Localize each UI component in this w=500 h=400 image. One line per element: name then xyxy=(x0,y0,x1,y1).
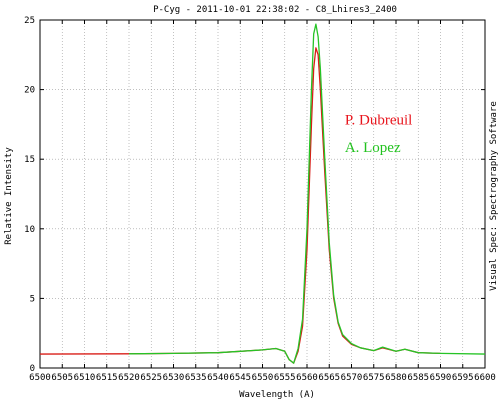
x-tick-label: 6570 xyxy=(341,373,363,383)
x-tick-label: 6520 xyxy=(118,373,140,383)
x-tick-label: 6590 xyxy=(430,373,452,383)
side-label: Visual Spec: Spectrography Software xyxy=(489,101,499,291)
x-tick-label: 6560 xyxy=(296,373,318,383)
series-layer xyxy=(39,23,486,364)
y-tick-label: 10 xyxy=(24,225,35,235)
x-tick-label: 6575 xyxy=(363,373,385,383)
y-tick-label: 20 xyxy=(24,86,35,96)
x-tick-label: 6530 xyxy=(163,373,185,383)
x-tick-label: 6525 xyxy=(140,373,162,383)
x-tick-label: 6500 xyxy=(29,373,51,383)
x-tick-label: 6510 xyxy=(74,373,96,383)
x-tick-label: 6535 xyxy=(185,373,207,383)
x-axis-label: Wavelength (A) xyxy=(239,390,315,400)
y-axis-ticks: 0 5 10 15 20 25 xyxy=(24,16,485,374)
chart-title: P-Cyg - 2011-10-01 22:38:02 - C8_Lhires3… xyxy=(153,5,397,15)
x-tick-label: 6505 xyxy=(51,373,73,383)
x-tick-label: 6600 xyxy=(474,373,496,383)
x-tick-label: 6585 xyxy=(407,373,429,383)
y-axis-label: Relative Intensity xyxy=(4,147,14,245)
x-tick-label: 6515 xyxy=(96,373,118,383)
grid xyxy=(40,20,485,368)
annotations: P. Dubreuil A. Lopez xyxy=(345,112,413,156)
x-axis-ticks: 6500 6505 6510 6515 6520 6525 6530 6535 6540 6545… xyxy=(29,20,496,383)
series-line-2 xyxy=(128,23,486,364)
y-tick-label: 25 xyxy=(24,16,35,26)
y-tick-label: 15 xyxy=(24,155,35,165)
y-tick-label: 0 xyxy=(30,364,35,374)
x-tick-label: 6565 xyxy=(318,373,340,383)
annotation-2: A. Lopez xyxy=(345,140,401,156)
annotation-1: P. Dubreuil xyxy=(345,112,413,128)
x-tick-label: 6550 xyxy=(252,373,274,383)
x-tick-label: 6555 xyxy=(274,373,296,383)
x-tick-label: 6540 xyxy=(207,373,229,383)
x-tick-label: 6580 xyxy=(385,373,407,383)
y-tick-label: 5 xyxy=(30,294,35,304)
x-tick-label: 6595 xyxy=(452,373,474,383)
x-tick-label: 6545 xyxy=(229,373,251,383)
